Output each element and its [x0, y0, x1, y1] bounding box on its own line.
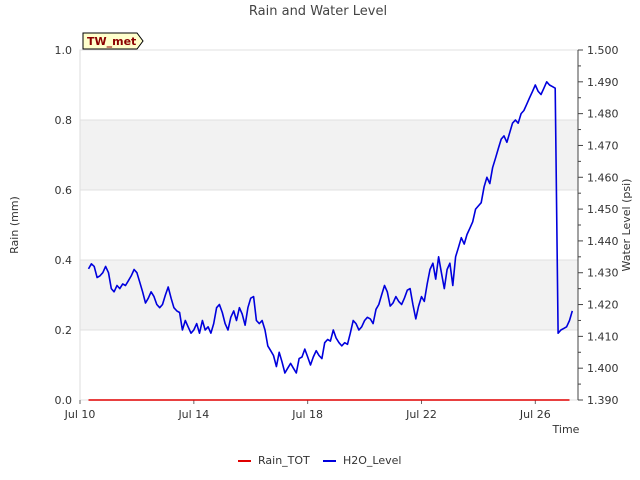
series-layer: [87, 81, 574, 401]
badge-shape: [82, 32, 144, 50]
right-tick-label: 1.460: [587, 171, 619, 184]
right-tick-label: 1.420: [587, 299, 619, 312]
right-tick-label: 1.430: [587, 267, 619, 280]
x-tick-label: Jul 26: [519, 408, 551, 421]
station-badge: TW_met: [82, 32, 144, 50]
right-tick-label: 1.450: [587, 203, 619, 216]
left-tick-label: 0.0: [55, 394, 73, 407]
left-axis-label: Rain (mm): [8, 196, 21, 254]
right-tick-label: 1.480: [587, 108, 619, 121]
left-tick-label: 0.4: [55, 254, 73, 267]
left-axis: 0.0 0.2 0.4 0.6 0.8 1.0: [55, 44, 73, 407]
right-tick-label: 1.500: [587, 44, 619, 57]
x-tick-label: Jul 18: [291, 408, 323, 421]
x-axis: Jul 10 Jul 14 Jul 18 Jul 22 Jul 26: [64, 400, 551, 421]
shaded-band-0: [80, 260, 578, 330]
left-tick-label: 0.8: [55, 114, 73, 127]
right-axis-label: Water Level (psi): [620, 179, 633, 272]
x-tick-label: Jul 22: [405, 408, 437, 421]
plot-frame: [79, 49, 579, 401]
x-tick-label: Jul 14: [177, 408, 209, 421]
right-tick-label: 1.400: [587, 362, 619, 375]
right-tick-label: 1.470: [587, 139, 619, 152]
plot-area: [79, 49, 579, 401]
badge-label: TW_met: [87, 35, 136, 48]
legend-label-water: H2O_Level: [343, 454, 401, 467]
x-axis-label: Time: [552, 423, 580, 436]
left-tick-label: 1.0: [55, 44, 73, 57]
right-tick-label: 1.390: [587, 394, 619, 407]
chart-title: Rain and Water Level: [249, 4, 387, 19]
left-tick-label: 0.6: [55, 184, 73, 197]
right-tick-label: 1.490: [587, 76, 619, 89]
series-line-h2o-level: [87, 81, 574, 374]
legend: Rain_TOT H2O_Level: [238, 454, 401, 467]
right-axis: 1.390 1.400 1.410 1.420 1.430 1.440 1.450 1.460…: [577, 44, 619, 407]
x-tick-label: Jul 10: [64, 408, 96, 421]
right-tick-label: 1.440: [587, 235, 619, 248]
shaded-band-1: [80, 120, 578, 190]
right-tick-label: 1.410: [587, 330, 619, 343]
legend-label-rain: Rain_TOT: [258, 454, 310, 467]
left-tick-label: 0.2: [55, 324, 73, 337]
